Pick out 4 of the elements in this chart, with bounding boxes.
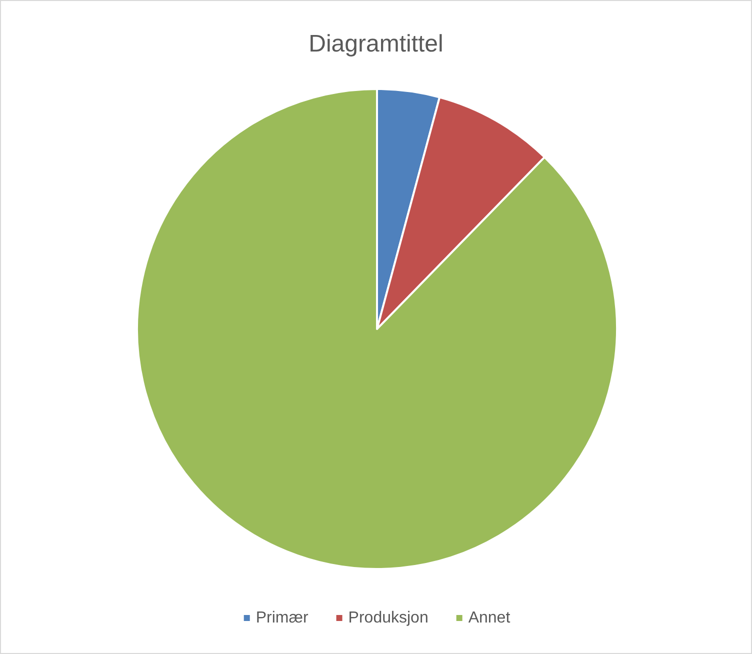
legend-label: Primær: [256, 610, 309, 626]
legend-label: Produksjon: [348, 610, 428, 626]
legend-label: Annet: [468, 610, 511, 626]
chart-title: Diagramtittel: [308, 30, 444, 58]
